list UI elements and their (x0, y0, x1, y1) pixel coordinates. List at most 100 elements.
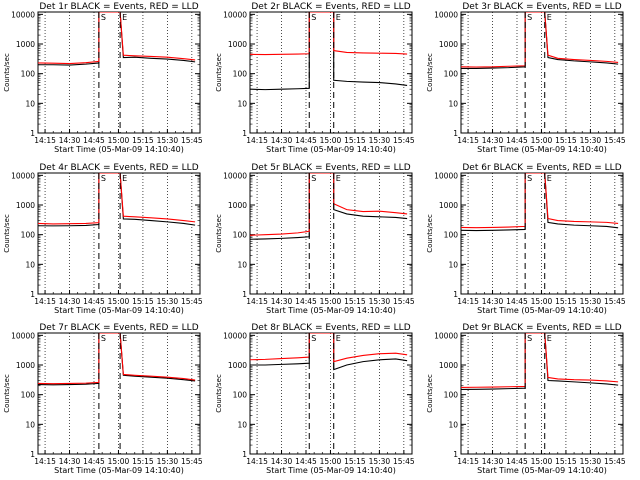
x-tick-label: 14:15 (34, 297, 56, 306)
plot-frame (460, 172, 624, 295)
x-tick-label: 14:45 (506, 297, 528, 306)
x-tick-label: 15:15 (132, 136, 154, 145)
series-line-lld (38, 333, 196, 385)
x-tick-label: 15:15 (555, 457, 577, 466)
x-tick-label: 15:30 (580, 136, 602, 145)
plot-frame (37, 172, 201, 295)
x-tick-label: 15:45 (604, 136, 626, 145)
interval-marker-label: E (122, 13, 127, 22)
x-tick-label: 15:15 (555, 136, 577, 145)
y-tick-label: 1 (242, 290, 247, 299)
y-axis-label: Counts/sec (426, 374, 434, 413)
x-tick-label: 14:30 (482, 136, 504, 145)
series-group (38, 333, 196, 386)
x-tick-label: 15:30 (157, 457, 179, 466)
y-axis-label: Counts/sec (215, 374, 223, 413)
series-line-events (38, 333, 196, 386)
interval-marker-label: S (101, 334, 106, 343)
x-tick-label: 15:45 (393, 457, 415, 466)
panel-title: Det 1r BLACK = Events, RED = LLD (39, 2, 198, 12)
x-tick-label: 14:30 (59, 297, 81, 306)
y-tick-label: 100 (444, 70, 459, 79)
series-group (38, 173, 196, 227)
plot-frame (249, 11, 413, 134)
x-tick-label: 14:45 (83, 136, 105, 145)
x-tick-label: 15:45 (393, 136, 415, 145)
x-tick-label: 14:45 (83, 457, 105, 466)
interval-marker-label: S (527, 334, 532, 343)
y-tick-label: 10000 (223, 331, 247, 340)
y-tick-label: 10 (25, 99, 35, 108)
interval-marker-label: E (336, 13, 341, 22)
interval-marker-label: E (547, 174, 552, 183)
interval-marker-label: E (336, 174, 341, 183)
series-line-events (38, 12, 196, 66)
x-tick-label: 14:45 (295, 297, 317, 306)
y-tick-label: 100 (444, 231, 459, 240)
x-tick-label: 15:15 (344, 457, 366, 466)
panel-title: Det 4r BLACK = Events, RED = LLD (39, 163, 198, 173)
y-tick-label: 100 (233, 391, 248, 400)
x-tick-label: 14:30 (271, 136, 293, 145)
y-tick-label: 1 (242, 450, 247, 459)
x-tick-label: 15:00 (320, 297, 342, 306)
plot-frame (37, 332, 201, 455)
x-tick-label: 15:30 (369, 297, 391, 306)
x-tick-label: 14:45 (506, 457, 528, 466)
series-line-lld (38, 173, 196, 225)
x-tick-label: 15:15 (132, 457, 154, 466)
panel-title: Det 9r BLACK = Events, RED = LLD (462, 323, 621, 333)
x-axis-label: Start Time (05-Mar-09 14:10:40) (54, 306, 184, 315)
y-tick-label: 1000 (16, 40, 35, 49)
x-tick-label: 15:00 (108, 457, 130, 466)
x-tick-label: 15:30 (580, 297, 602, 306)
x-axis-label: Start Time (05-Mar-09 14:10:40) (477, 145, 607, 154)
interval-marker-label: S (311, 174, 316, 183)
x-tick-label: 14:30 (271, 297, 293, 306)
y-tick-label: 100 (21, 231, 36, 240)
series-line-lld (38, 12, 196, 65)
series-line-events (461, 12, 619, 69)
y-tick-label: 10000 (11, 10, 35, 19)
panel-title: Det 8r BLACK = Events, RED = LLD (251, 323, 410, 333)
interval-marker-label: E (547, 13, 552, 22)
y-tick-label: 10 (448, 99, 458, 108)
x-axis-label: Start Time (05-Mar-09 14:10:40) (266, 145, 396, 154)
series-line-events (38, 173, 196, 227)
y-axis-label: Counts/sec (426, 214, 434, 253)
x-tick-label: 14:15 (246, 136, 268, 145)
y-tick-label: 100 (233, 70, 248, 79)
x-tick-label: 15:00 (531, 297, 553, 306)
x-tick-label: 15:30 (580, 457, 602, 466)
interval-marker-label: S (527, 174, 532, 183)
y-tick-label: 10 (237, 260, 247, 269)
interval-marker-label: S (101, 174, 106, 183)
y-axis-label: Counts/sec (3, 214, 11, 253)
y-axis-label: Counts/sec (215, 53, 223, 92)
x-tick-label: 14:15 (34, 136, 56, 145)
x-tick-label: 15:15 (344, 136, 366, 145)
series-line-events (250, 333, 408, 371)
plot-frame (249, 332, 413, 455)
series-group (461, 173, 619, 232)
y-tick-label: 1000 (228, 361, 247, 370)
series-group (461, 333, 619, 390)
interval-marker-label: S (311, 13, 316, 22)
y-tick-label: 10000 (434, 331, 458, 340)
interval-marker-label: E (547, 334, 552, 343)
y-tick-label: 1 (453, 450, 458, 459)
plot-frame (249, 172, 413, 295)
x-tick-label: 15:00 (320, 136, 342, 145)
interval-marker-label: E (122, 334, 127, 343)
y-tick-label: 1000 (228, 201, 247, 210)
y-axis-label: Counts/sec (3, 374, 11, 413)
y-axis-label: Counts/sec (426, 53, 434, 92)
series-line-lld (250, 12, 408, 56)
series-line-events (250, 12, 408, 91)
x-tick-label: 15:15 (555, 297, 577, 306)
series-line-lld (461, 333, 619, 389)
